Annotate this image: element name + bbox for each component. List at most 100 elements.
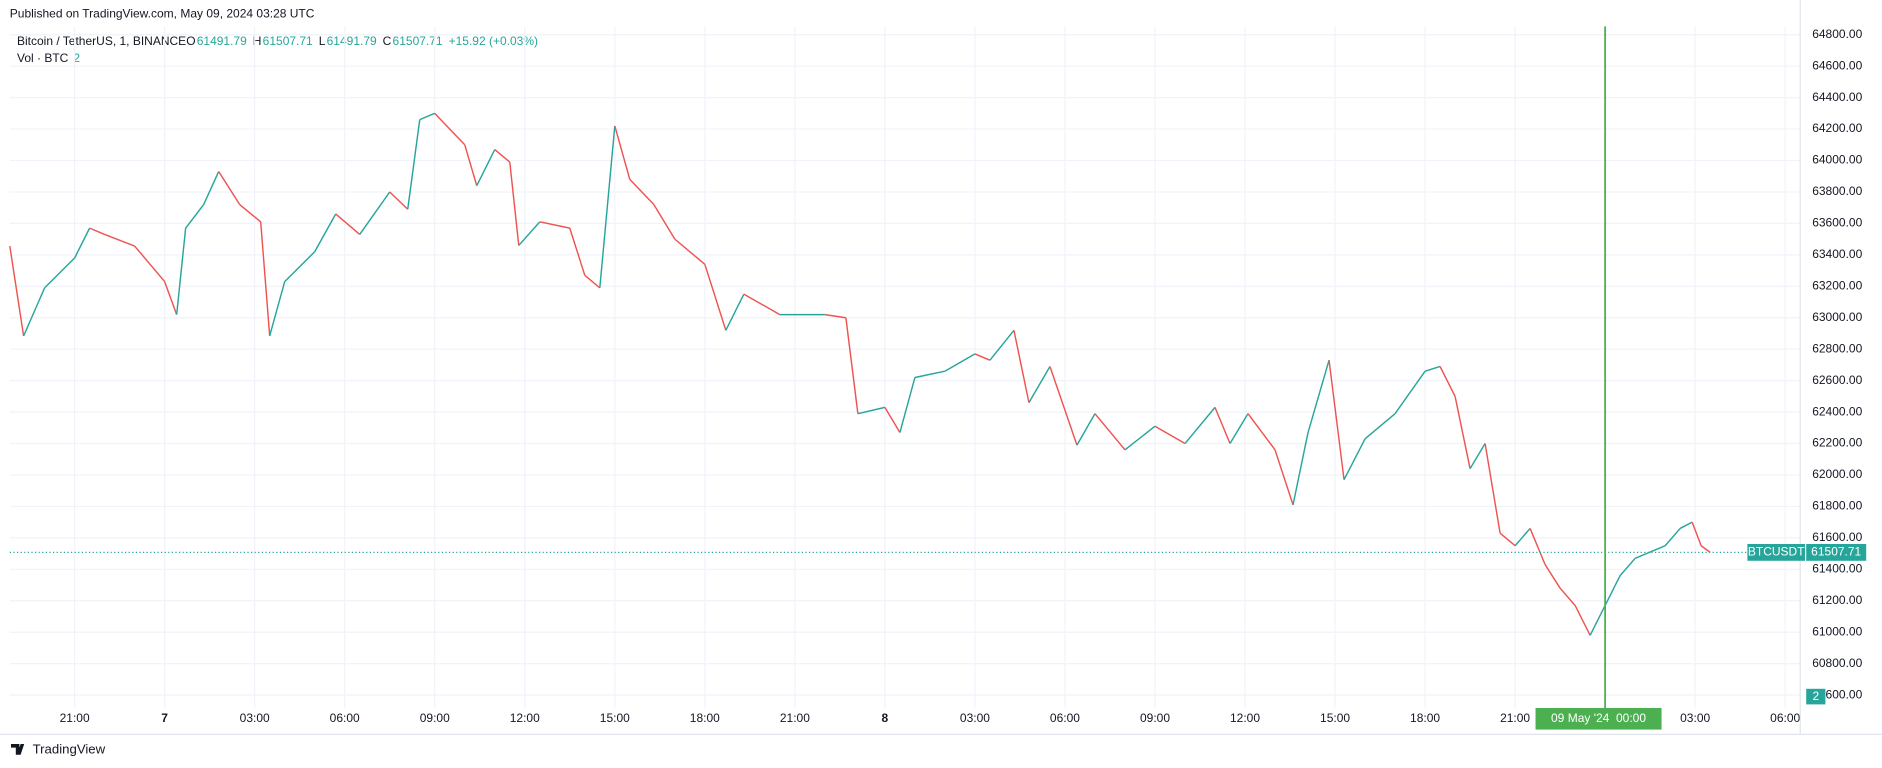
price-segment [359,191,391,235]
price-segment [89,227,105,236]
price-segment [1394,370,1426,415]
price-segment [22,287,46,337]
y-tick-label: 63400.00 [1812,247,1862,261]
price-segment [73,227,91,259]
price-segment [1589,605,1606,636]
price-segment [1028,366,1051,404]
price-segment [1424,365,1441,372]
x-tick-label: 06:00 [330,711,360,725]
price-segment [134,245,166,283]
price-segment [674,238,706,265]
price-segment [104,233,135,247]
price-segment [494,148,511,163]
x-tick-label: 03:00 [1680,711,1710,725]
price-segment [653,204,676,240]
crosshair-label-bg [1535,708,1662,730]
price-segment [1664,527,1681,547]
price-badge-bg [1747,543,1805,561]
y-tick-label: 61400.00 [1812,561,1862,575]
price-segment [824,313,846,319]
price-segment [1229,413,1249,444]
ohlc-value: 61507.71 [393,34,443,48]
x-tick-label: 18:00 [690,711,720,725]
price-segment [614,125,631,180]
x-tick-label: 06:00 [1770,711,1800,725]
price-segment [1679,521,1693,530]
y-tick-label: 64600.00 [1812,58,1862,72]
price-segment [1049,366,1078,446]
volume-value: 2 [73,51,80,65]
price-segment [1013,330,1030,403]
price-segment [1076,413,1096,446]
price-segment [268,281,286,337]
x-tick-label: 7 [161,711,168,725]
y-tick-label: 63000.00 [1812,310,1862,324]
price-segment [1343,438,1366,481]
ohlc-key: H [253,34,262,48]
price-segment [239,203,262,223]
price-segment [1247,413,1276,451]
price-segment [203,171,220,205]
price-segment [464,144,478,186]
ohlc-key: O [186,34,195,48]
price-segment [1094,413,1126,451]
y-tick-label: 63800.00 [1812,184,1862,198]
price-segment [1529,528,1546,565]
price-segment [1544,564,1561,589]
price-segment [9,245,25,337]
price-segment [743,293,781,316]
price-segment [284,251,316,283]
price-segment [1604,575,1621,606]
price-segment [599,125,616,288]
brand-logo [11,744,25,755]
price-segment [163,281,178,315]
x-tick-label: 03:00 [240,711,270,725]
y-tick-label: 64800.00 [1812,27,1862,41]
x-tick-label: 21:00 [780,711,810,725]
price-segment [434,112,466,146]
price-segment [1454,396,1471,469]
price-segment [1364,413,1396,440]
y-tick-label: 61000.00 [1812,624,1862,638]
ohlc-legend: O 61491.79 H 61507.71 L 61491.79 C 61507.71 +15.… [186,34,538,48]
price-segment [944,353,976,372]
price-segment [259,221,271,337]
price-segment [845,317,859,414]
price-segment [476,149,496,186]
x-tick-label: 03:00 [960,711,990,725]
x-tick-label: 09:00 [420,711,450,725]
price-segment [1514,527,1531,547]
symbol-label: Bitcoin / TetherUS, 1, BINANCE [17,34,186,48]
x-tick-label: 12:00 [510,711,540,725]
price-segment [44,257,76,289]
x-tick-label: 15:00 [1320,711,1350,725]
x-tick-label: 8 [882,711,889,725]
x-tick-label: 12:00 [1230,711,1260,725]
price-segment [1184,406,1216,444]
y-tick-label: 62800.00 [1812,341,1862,355]
ohlc-key: C [383,34,392,48]
x-tick-label: 18:00 [1410,711,1440,725]
change-value: +15.92 (+0.03%) [449,34,538,48]
y-tick-label: 63200.00 [1812,278,1862,292]
price-segment [857,406,886,415]
y-tick-label: 61800.00 [1812,499,1862,513]
price-segment [518,221,541,246]
price-segment [1691,521,1702,546]
y-tick-label: 62000.00 [1812,467,1862,481]
price-segment [899,377,916,433]
y-tick-label: 64000.00 [1812,153,1862,167]
ohlc-key: L [319,34,326,48]
price-segment [884,407,901,433]
price-segment [1292,432,1309,506]
price-segment [629,178,655,206]
price-segment [704,264,727,331]
price-segment [989,329,1015,361]
price-segment [314,213,337,253]
price-segment [1328,360,1345,480]
y-tick-label: 61600.00 [1812,530,1862,544]
price-segment [419,112,436,121]
x-tick-label: 09:00 [1140,711,1170,725]
volume-badge-bg [1806,688,1826,705]
x-tick-label: 15:00 [600,711,630,725]
